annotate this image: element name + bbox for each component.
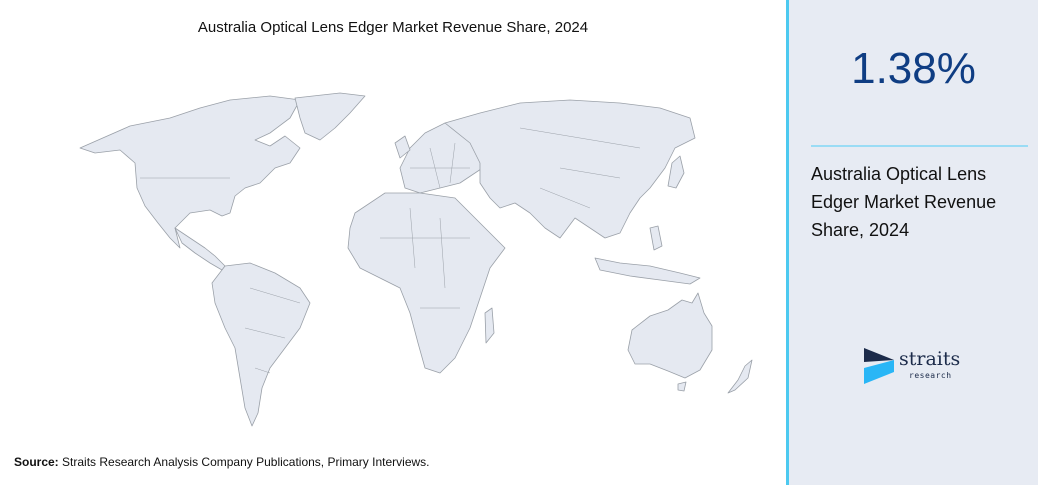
source-label: Source: xyxy=(14,455,59,469)
chart-title: Australia Optical Lens Edger Market Reve… xyxy=(197,19,589,36)
indonesia xyxy=(594,257,701,285)
divider xyxy=(811,145,1028,147)
north-america xyxy=(79,95,301,249)
straits-research-logo: straits research xyxy=(864,348,964,388)
logo-subtext: research xyxy=(909,371,952,380)
australia xyxy=(627,292,713,379)
greenland xyxy=(294,92,366,141)
new-zealand xyxy=(727,359,753,394)
asia xyxy=(444,99,696,239)
madagascar xyxy=(484,307,495,344)
central-america xyxy=(174,227,226,271)
logo-chevron-icon xyxy=(864,348,894,384)
share-description: Australia Optical Lens Edger Market Reve… xyxy=(811,164,997,240)
uk xyxy=(394,135,411,159)
tasmania xyxy=(677,381,687,392)
philippines xyxy=(649,225,663,251)
africa xyxy=(347,192,506,374)
source-note: Source: Straits Research Analysis Compan… xyxy=(14,455,430,469)
share-value: 1.38% xyxy=(851,44,976,93)
chart-area: Australia Optical Lens Edger Market Reve… xyxy=(14,19,753,469)
logo-wordmark: straits xyxy=(899,348,961,370)
source-text: Straits Research Analysis Company Public… xyxy=(58,455,430,469)
stat-panel: 1.38% Australia Optical Lens Edger Marke… xyxy=(786,0,1038,485)
japan xyxy=(667,155,685,189)
world-map xyxy=(79,92,753,427)
south-america xyxy=(211,262,311,427)
